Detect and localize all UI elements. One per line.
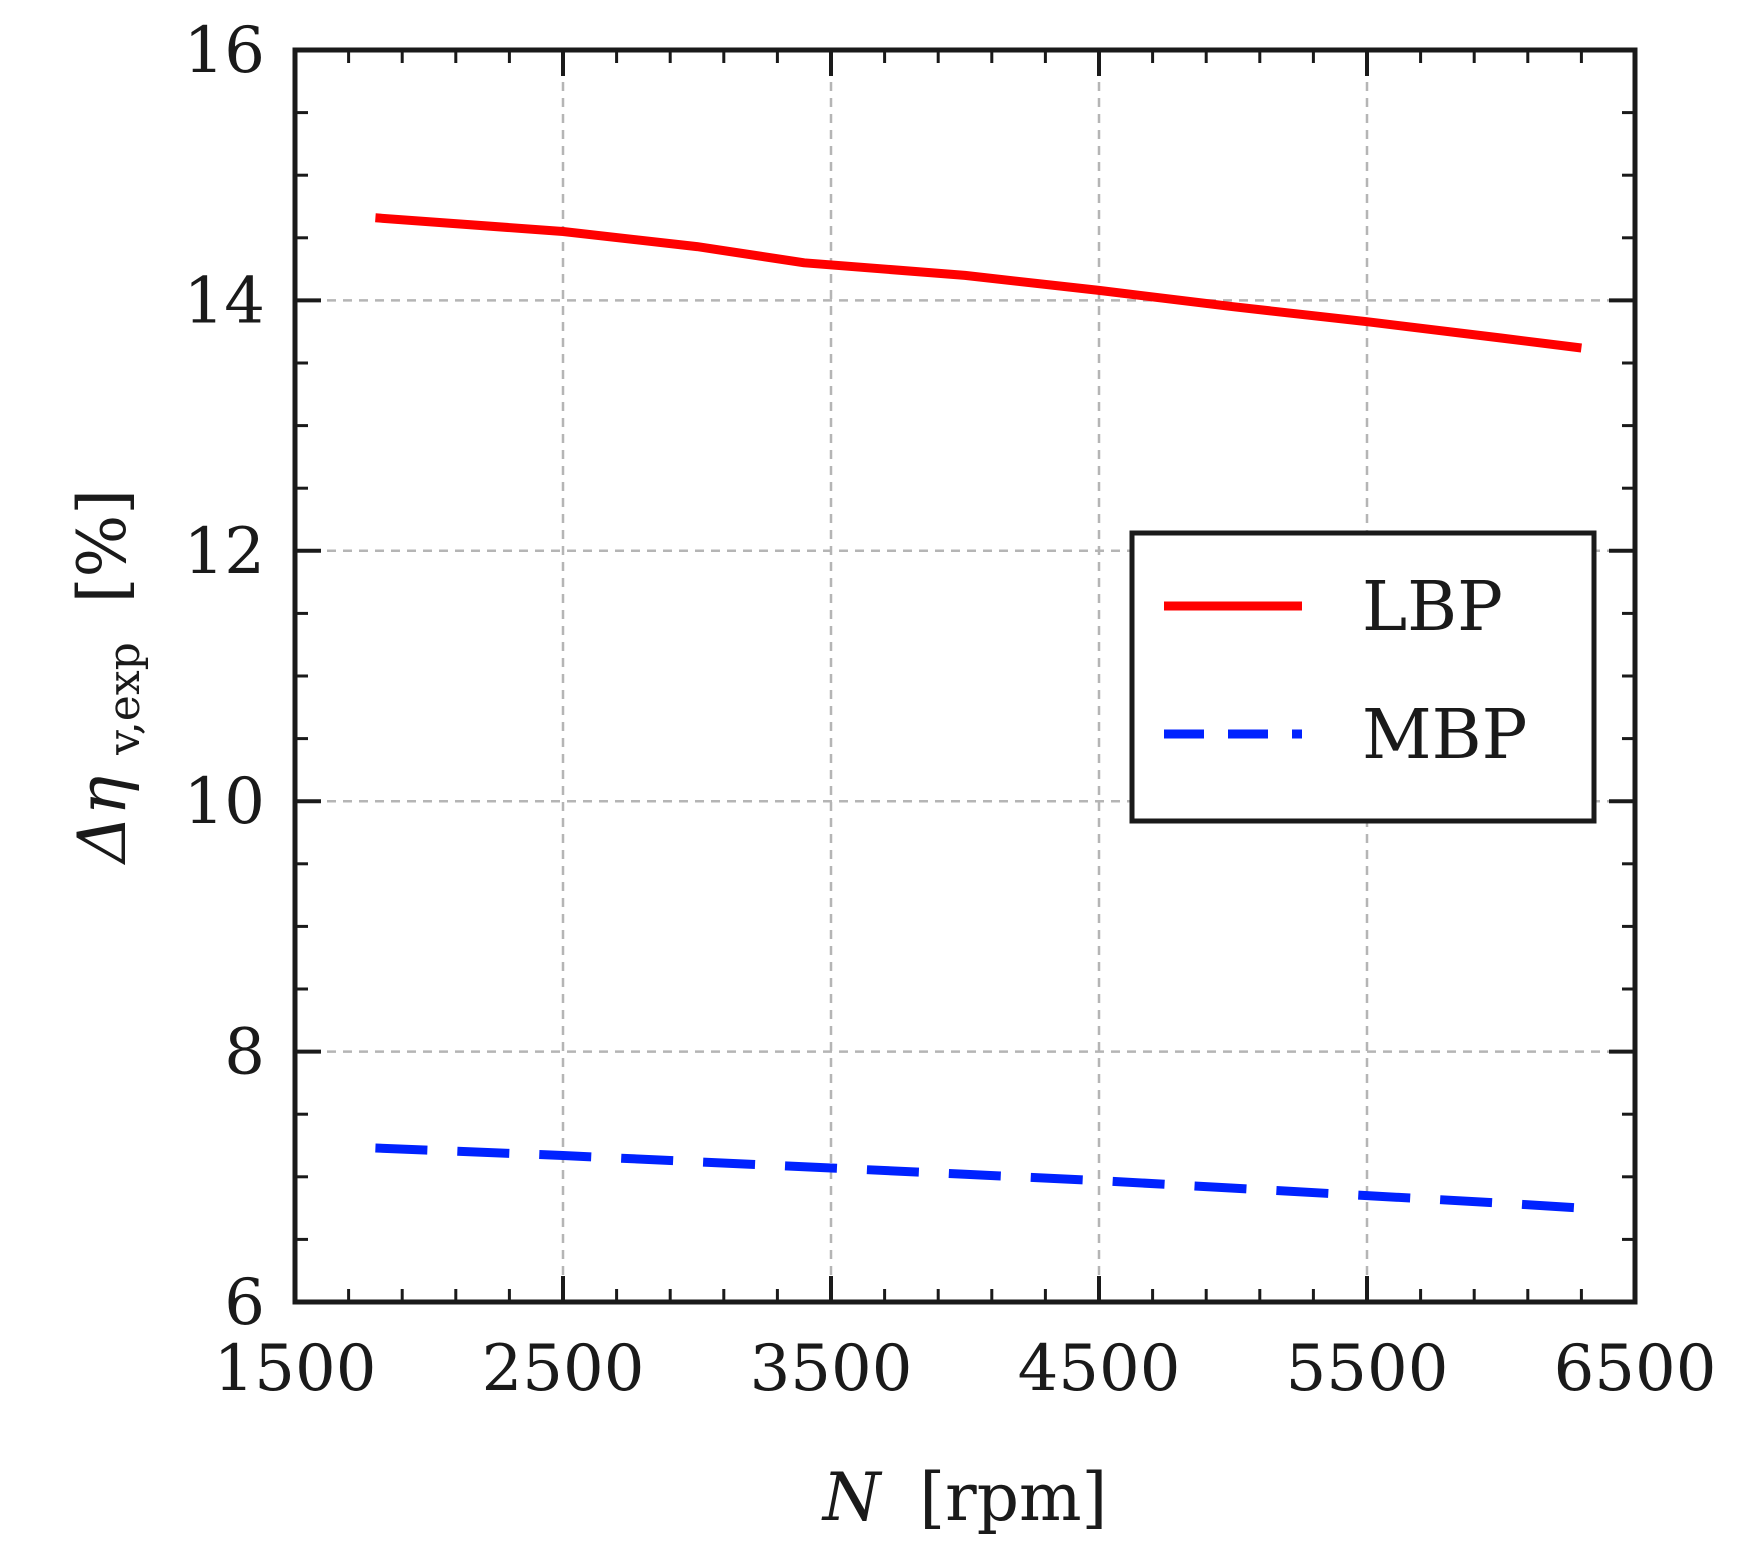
x-axis-symbol: N [821,1459,883,1536]
legend-label-lbp: LBP [1362,568,1503,647]
y-axis-unit: [%] [64,489,141,603]
legend-label-mbp: MBP [1362,696,1527,775]
y-tick-label: 16 [184,14,265,88]
x-tick-label: 4500 [1018,1332,1181,1406]
series-line-lbp [375,213,1582,353]
x-axis-unit: [rpm] [919,1459,1107,1536]
y-axis-subscript: v,exp [99,642,150,756]
y-tick-label: 6 [224,1266,265,1340]
legend-box [1129,530,1597,824]
y-tick-label: 14 [184,264,265,338]
plot-frame [292,47,1638,1305]
y-tick-label: 10 [184,765,265,839]
series-layer [375,213,1582,1213]
y-tick-label: 8 [224,1016,265,1090]
x-tick-label: 3500 [750,1332,913,1406]
legend: LBP MBP [1129,530,1597,824]
x-tick-label: 6500 [1554,1332,1717,1406]
x-tick-labels: 1500 2500 3500 4500 5500 6500 [214,1332,1717,1406]
y-axis-label: Δη v,exp [%] [64,489,155,866]
y-tick-label: 12 [184,515,265,589]
x-tick-label: 2500 [482,1332,645,1406]
y-tick-labels: 6 8 10 12 14 16 [184,14,265,1340]
x-axis-label: N [rpm] [821,1459,1108,1536]
series-line-mbp [375,1143,1582,1213]
x-tick-label: 1500 [214,1332,377,1406]
x-tick-label: 5500 [1286,1332,1449,1406]
y-axis-symbol: Δη [64,776,141,866]
